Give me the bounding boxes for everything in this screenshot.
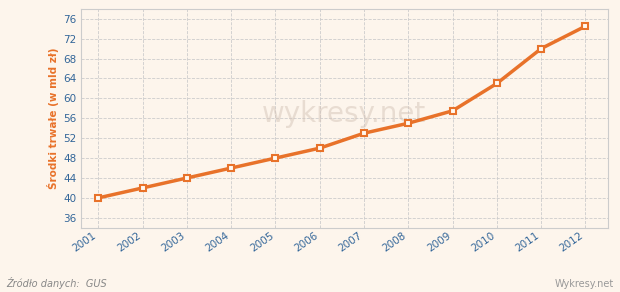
Text: Źródło danych:  GUS: Źródło danych: GUS [6,277,107,289]
Y-axis label: Środki trwałe (w mld zł): Środki trwałe (w mld zł) [47,48,59,189]
Text: wykresy.net: wykresy.net [262,100,426,128]
Text: Wykresy.net: Wykresy.net [554,279,614,289]
